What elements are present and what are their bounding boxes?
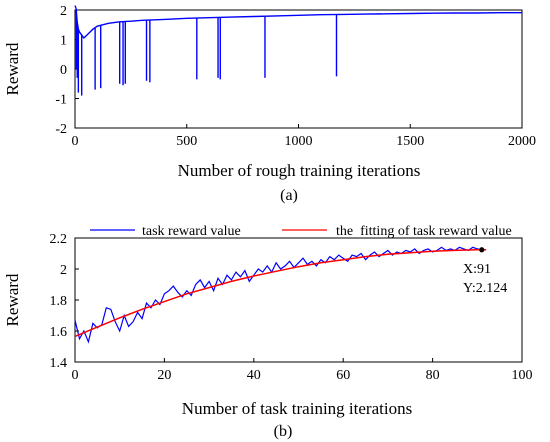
chart-b-datatip: X:91 Y:2.124 [463, 262, 507, 296]
chart-b-y-axis-label: Reward [3, 273, 22, 326]
chart-a-y-axis-label: Reward [3, 42, 22, 95]
chart-b-task-reward-line [74, 246, 482, 344]
chart-b-y-ticks: 1.4 1.6 1.8 2 2.2 [50, 232, 79, 371]
chart-b-y-tick-label: 2 [60, 263, 67, 278]
chart-a-x-tick-label: 1000 [285, 134, 313, 149]
datatip-y-label: Y:2.124 [463, 281, 507, 296]
chart-b-x-axis-label: Number of task training iterations [182, 399, 412, 418]
chart-b-datatip-marker [479, 247, 485, 253]
chart-a-y-tick-label: -1 [55, 93, 67, 108]
chart-a-caption: (a) [280, 187, 298, 204]
datatip-x-label: X:91 [463, 262, 491, 277]
chart-b-y-tick-label: 1.6 [50, 325, 68, 340]
chart-a: 0 500 1000 1500 2000 -2 -1 0 1 2 Reward Number o… [3, 4, 536, 204]
chart-b-x-tick-label: 0 [72, 368, 79, 383]
chart-a-x-tick-label: 1500 [396, 134, 424, 149]
chart-b-series [74, 246, 487, 344]
legend-label-fitting: the fitting of task reward value [336, 224, 512, 239]
chart-a-y-tick-label: 2 [60, 4, 67, 19]
chart-a-y-tick-label: -2 [55, 122, 67, 137]
chart-a-x-ticks: 0 500 1000 1500 2000 [72, 124, 536, 149]
chart-b-x-tick-label: 100 [512, 368, 533, 383]
chart-b-legend: task reward value the fitting of task re… [90, 224, 512, 239]
chart-b-fitting-line [74, 249, 487, 338]
chart-b-y-tick-label: 1.8 [50, 294, 68, 309]
chart-b-caption: (b) [274, 423, 293, 440]
chart-a-reward-line [74, 5, 522, 40]
chart-b-plot-frame [74, 237, 523, 363]
chart-a-y-tick-label: 0 [60, 63, 67, 78]
chart-b-x-tick-label: 80 [426, 368, 440, 383]
chart-a-x-tick-label: 0 [72, 134, 79, 149]
chart-b-x-tick-label: 20 [157, 368, 171, 383]
legend-label-task-reward: task reward value [142, 224, 241, 239]
chart-a-y-tick-label: 1 [60, 34, 67, 49]
chart-a-x-tick-label: 2000 [508, 134, 536, 149]
chart-a-series [74, 5, 522, 96]
chart-b-x-ticks: 0 20 40 60 80 100 [72, 358, 533, 383]
chart-a-x-tick-label: 500 [176, 134, 197, 149]
chart-a-x-axis-label: Number of rough training iterations [178, 161, 421, 180]
chart-b-x-tick-label: 40 [247, 368, 261, 383]
chart-b-y-tick-label: 2.2 [50, 232, 68, 247]
chart-b-x-tick-label: 60 [336, 368, 350, 383]
chart-a-plot-frame [74, 9, 523, 129]
chart-b: 0 20 40 60 80 100 1.4 1.6 1.8 2 2.2 task reward v… [3, 224, 533, 440]
chart-b-y-tick-label: 1.4 [50, 356, 68, 371]
